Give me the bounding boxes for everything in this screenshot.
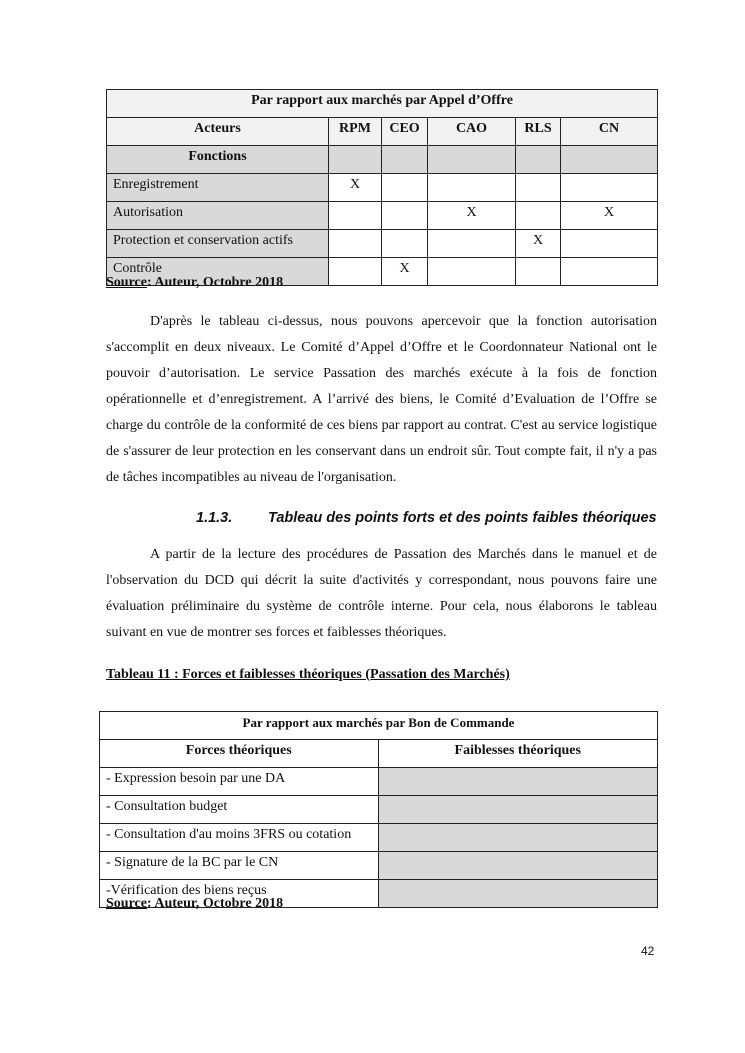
actors-functions-table: Par rapport aux marchés par Appel d’Offr… [106, 89, 658, 286]
table-row: - Expression besoin par une DA [99, 767, 658, 796]
section-heading: 1.1.3. Tableau des points forts et des po… [196, 510, 657, 526]
mark-cell [427, 173, 516, 202]
column-header: RPM [328, 117, 382, 146]
table-title: Par rapport aux marchés par Bon de Comma… [99, 711, 658, 740]
strength-cell: - Consultation d'au moins 3FRS ou cotati… [99, 823, 379, 852]
strength-cell: -Vérification des biens reçus [99, 879, 379, 908]
function-label: Enregistrement [106, 173, 329, 202]
column-header: Faiblesses théoriques [377, 739, 658, 768]
weakness-cell [377, 879, 658, 908]
paragraph-text: D'après le tableau ci-dessus, nous pouvo… [106, 314, 657, 485]
weakness-cell [377, 823, 658, 852]
mark-cell [515, 201, 561, 230]
table-row: -Vérification des biens reçus [99, 879, 658, 908]
mark-cell: X [515, 229, 561, 258]
source-label: Source [106, 275, 147, 290]
mark-cell: X [560, 201, 658, 230]
table-row: - Signature de la BC par le CN [99, 851, 658, 880]
mark-cell [381, 229, 428, 258]
mark-cell [427, 229, 516, 258]
source-text: : Auteur, Octobre 2018 [146, 896, 284, 911]
mark-cell [328, 229, 382, 258]
actors-header: Acteurs [106, 117, 329, 146]
strength-cell: - Signature de la BC par le CN [99, 851, 379, 880]
mark-cell [381, 173, 428, 202]
mark-cell [515, 173, 561, 202]
mark-cell [560, 257, 658, 286]
mark-cell [515, 257, 561, 286]
table-row: Protection et conservation actifs X [106, 229, 658, 258]
mark-cell [381, 201, 428, 230]
column-header: CN [560, 117, 658, 146]
function-label: Protection et conservation actifs [106, 229, 329, 258]
page-number: 42 [641, 944, 655, 958]
source-note: Source: Auteur, Octobre 2018 [106, 275, 283, 291]
mark-cell: X [381, 257, 428, 286]
mark-cell [328, 257, 382, 286]
mark-cell [427, 257, 516, 286]
paragraph: D'après le tableau ci-dessus, nous pouvo… [106, 309, 657, 491]
function-label: Contrôle [106, 257, 329, 286]
column-header: RLS [515, 117, 561, 146]
table-title: Par rapport aux marchés par Appel d’Offr… [106, 89, 658, 118]
weakness-cell [377, 851, 658, 880]
column-header: Forces théoriques [99, 739, 379, 768]
weakness-cell [377, 767, 658, 796]
mark-cell: X [328, 173, 382, 202]
strength-cell: - Consultation budget [99, 795, 379, 824]
mark-cell [560, 173, 658, 202]
table-caption: Tableau 11 : Forces et faiblesses théori… [106, 667, 510, 682]
strength-cell: - Expression besoin par une DA [99, 767, 379, 796]
table-row: Autorisation X X [106, 201, 658, 230]
heading-number: 1.1.3. [196, 510, 233, 526]
mark-cell: X [427, 201, 516, 230]
mark-cell [328, 201, 382, 230]
column-header: CAO [427, 117, 516, 146]
weakness-cell [377, 795, 658, 824]
heading-title: Tableau des points forts et des points f… [268, 510, 657, 526]
column-header: CEO [381, 117, 428, 146]
table-row: Enregistrement X [106, 173, 658, 202]
mark-cell [560, 229, 658, 258]
table-row: - Consultation budget [99, 795, 658, 824]
source-label: Source [106, 896, 147, 911]
paragraph-text: A partir de la lecture des procédures de… [106, 547, 657, 640]
function-label: Autorisation [106, 201, 329, 230]
source-text: : Auteur, Octobre 2018 [146, 275, 284, 290]
table-row: Contrôle X [106, 257, 658, 286]
source-note: Source: Auteur, Octobre 2018 [106, 896, 283, 912]
table-row: - Consultation d'au moins 3FRS ou cotati… [99, 823, 658, 852]
functions-header: Fonctions [106, 145, 329, 174]
strengths-weaknesses-table: Par rapport aux marchés par Bon de Comma… [99, 711, 658, 908]
paragraph: A partir de la lecture des procédures de… [106, 542, 657, 646]
